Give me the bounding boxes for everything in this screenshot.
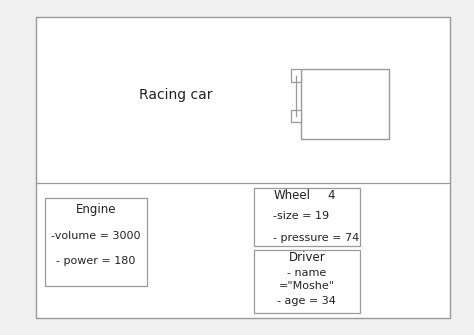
Text: - power = 180: - power = 180 (56, 256, 136, 266)
Bar (36, 17, 450, 318)
Text: - name: - name (287, 268, 327, 278)
Text: ="Moshe": ="Moshe" (279, 281, 335, 291)
Text: - age = 34: - age = 34 (277, 296, 337, 307)
Bar (254, 250, 360, 313)
Text: - pressure = 74: - pressure = 74 (273, 233, 360, 243)
Text: Engine: Engine (76, 203, 116, 216)
Bar (291, 110, 301, 122)
Text: -volume = 3000: -volume = 3000 (51, 231, 141, 241)
Text: 4: 4 (327, 190, 335, 202)
Text: -size = 19: -size = 19 (273, 211, 329, 221)
Bar (254, 188, 360, 246)
Bar (45, 198, 147, 286)
Bar (301, 69, 389, 139)
Text: Wheel: Wheel (273, 190, 310, 202)
Text: Racing car: Racing car (138, 88, 212, 103)
Text: Driver: Driver (289, 252, 325, 264)
Bar (291, 69, 301, 82)
